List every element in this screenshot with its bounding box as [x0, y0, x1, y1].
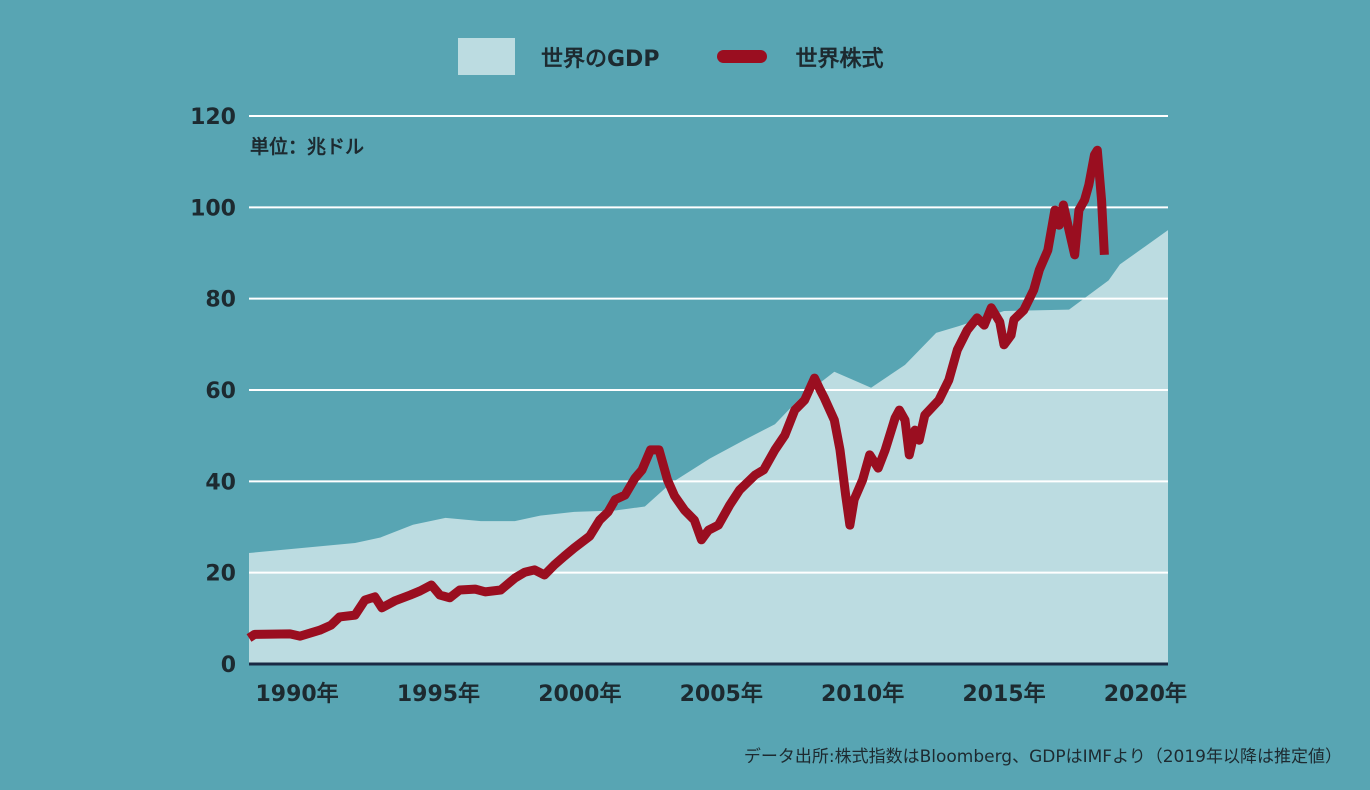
x-tick-label: 2005年 [680, 681, 763, 707]
legend-swatch-gdp [458, 38, 515, 75]
y-tick-label: 20 [205, 562, 236, 587]
y-tick-label: 80 [205, 288, 236, 313]
unit-label: 単位：兆ドル [250, 136, 365, 158]
y-tick-label: 60 [205, 379, 236, 404]
x-tick-label: 1990年 [255, 681, 338, 707]
x-tick-label: 2020年 [1104, 681, 1187, 707]
stocks-line [246, 145, 1109, 642]
x-tick-label: 2010年 [821, 681, 904, 707]
y-tick-label: 40 [205, 470, 236, 495]
y-tick-label: 0 [221, 653, 236, 678]
source-note: データ出所:株式指数はBloomberg、GDPはIMFより（2019年以降は推… [743, 747, 1342, 767]
legend-swatch-stocks [717, 50, 768, 63]
gdp-area [249, 230, 1168, 664]
legend: 世界のGDP 世界株式 [458, 38, 883, 75]
legend-label-stocks: 世界株式 [795, 46, 884, 72]
legend-label-gdp: 世界のGDP [541, 46, 660, 72]
x-tick-label: 2015年 [962, 681, 1045, 707]
y-tick-label: 100 [190, 196, 236, 221]
x-tick-label: 2000年 [538, 681, 621, 707]
x-tick-label: 1995年 [397, 681, 480, 707]
y-tick-label: 120 [190, 105, 236, 130]
